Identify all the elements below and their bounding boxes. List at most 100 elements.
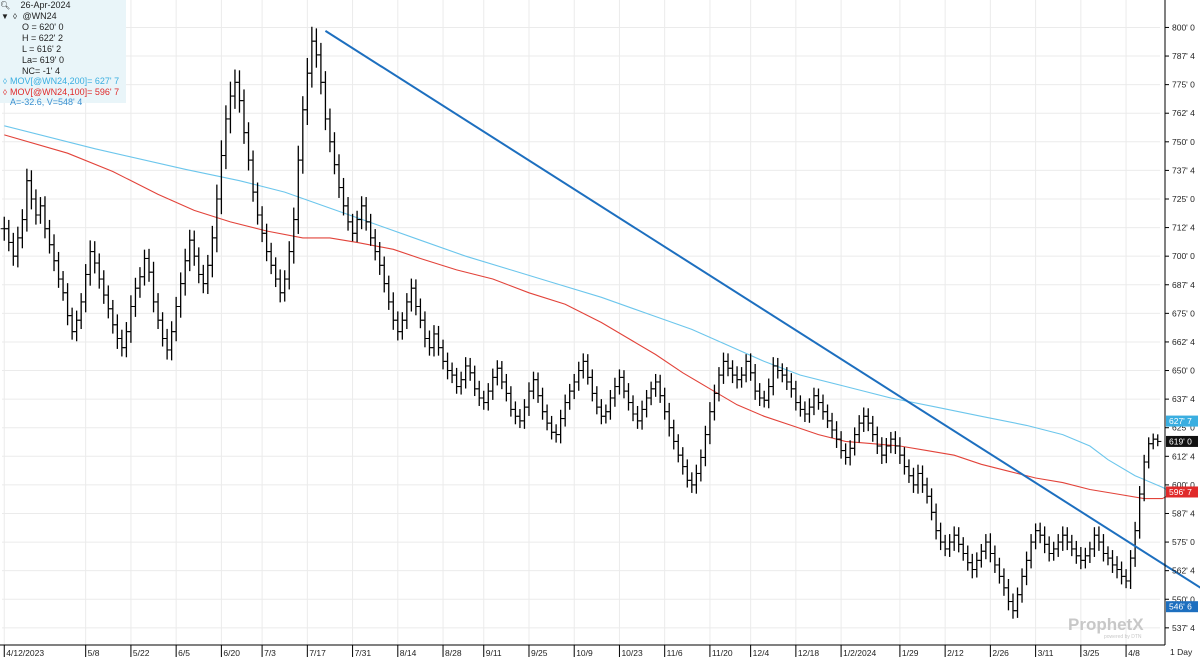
ohlc-bar-244 <box>1104 546 1112 566</box>
legend-ma100-row: ◊ MOV[@WN24,100]= 596' 7 <box>0 87 119 99</box>
ohlc-bar-138 <box>624 383 633 411</box>
ohlc-bar-101 <box>457 371 465 395</box>
ohlc-bar-21 <box>95 253 103 289</box>
ohlc-bar-20 <box>91 241 99 274</box>
ohlc-bar-235 <box>1063 527 1071 551</box>
ohlc-bar-75 <box>339 177 348 216</box>
ohlc-bar-230 <box>1041 526 1049 554</box>
grid-lines <box>2 0 1160 645</box>
time-axis[interactable]: 4/12/2023 5/8 5/22 6/5 6/20 7/3 7/17 7/31 8/14 8/… <box>0 644 1165 658</box>
ohlc-bar-4 <box>18 209 26 249</box>
ohlc-bar-245 <box>1108 550 1117 573</box>
ohlc-bar-53 <box>240 89 248 144</box>
ohlc-bar-70 <box>317 42 325 95</box>
ohlc-bar-136 <box>615 369 624 395</box>
ohlc-bar-117 <box>529 371 538 400</box>
ohlc-bar-67 <box>303 57 311 125</box>
triangle-down-icon[interactable]: ▼ <box>1 12 9 21</box>
trendline[interactable] <box>324 30 1200 607</box>
y-tick-label-6: 612' 4 <box>1172 451 1195 461</box>
ohlc-bar-98 <box>443 352 452 380</box>
ohlc-bar-52 <box>235 70 244 113</box>
legend-ma100: MOV[@WN24,100]= 596' 7 <box>10 87 120 97</box>
ohlc-bar-99 <box>448 362 456 384</box>
ohlc-bar-123 <box>557 409 565 444</box>
ohlc-bar-253 <box>1145 437 1153 469</box>
ohlc-bar-134 <box>606 389 615 420</box>
ohlc-bar-88 <box>398 312 406 340</box>
y-tick-label-15: 725' 0 <box>1172 194 1195 204</box>
y-tick-label-7: 625' 0 <box>1172 423 1195 433</box>
ohlc-bar-171 <box>774 357 782 379</box>
ohlc-bar-49 <box>222 105 230 170</box>
diamond-icon: ◊ <box>13 12 17 21</box>
ohlc-bar-51 <box>231 69 239 109</box>
ohlc-bar-194 <box>878 437 886 464</box>
ma100-series <box>4 134 1172 500</box>
ohlc-bar-38 <box>172 296 180 342</box>
ohlc-bar-50 <box>226 81 235 134</box>
diamond-icon: ◊ <box>3 88 7 97</box>
ohlc-bar-178 <box>805 398 814 423</box>
ohlc-bar-159 <box>719 352 728 384</box>
ohlc-bar-43 <box>195 247 203 284</box>
ohlc-bar-137 <box>620 370 628 399</box>
legend-low: L = 616' 2 <box>22 44 62 54</box>
ohlc-bar-10 <box>45 219 54 254</box>
ohlc-bar-186 <box>842 443 850 465</box>
ohlc-bar-113 <box>511 401 520 425</box>
ohlc-bar-78 <box>353 210 361 243</box>
x-tick-label-15: 11/20 <box>712 648 733 658</box>
ohlc-bar-89 <box>403 293 411 330</box>
ohlc-bar-118 <box>534 372 542 403</box>
y-tick-label-11: 675' 0 <box>1172 308 1195 318</box>
x-tick-label-22: 3/11 <box>1038 648 1054 658</box>
ohlc-bar-44 <box>199 264 207 294</box>
y-tick-label-13: 700' 0 <box>1172 251 1195 261</box>
trendline-segment[interactable] <box>324 30 1200 607</box>
ohlc-bar-167 <box>756 383 764 406</box>
ohlc-bar-152 <box>688 472 696 493</box>
ohlc-bar-13 <box>59 271 67 301</box>
ohlc-bar-132 <box>597 399 605 425</box>
ohlc-bar-234 <box>1059 526 1067 551</box>
x-tick-label-7: 7/31 <box>355 648 372 658</box>
y-tick-label-10: 662' 4 <box>1172 337 1195 347</box>
ohlc-bar-120 <box>543 404 551 431</box>
x-tick-label-12: 10/9 <box>576 648 593 658</box>
brand-logo: ProphetX <box>1068 615 1144 634</box>
ohlc-bar-197 <box>891 431 899 455</box>
ohlc-bar-147 <box>665 402 673 437</box>
ohlc-bar-22 <box>100 270 108 304</box>
ohlc-bar-185 <box>837 431 845 459</box>
ohlc-bar-176 <box>796 395 805 417</box>
ohlc-bar-203 <box>918 465 927 493</box>
search-icon[interactable]: 🔍︎ <box>0 1 11 10</box>
ohlc-bar-142 <box>642 389 651 418</box>
diamond-icon: ◊ <box>3 77 7 86</box>
interval-label[interactable]: 1 Day <box>1170 647 1193 657</box>
x-tick-label-11: 9/25 <box>531 648 548 658</box>
ohlc-bar-97 <box>439 339 447 370</box>
ohlc-bar-225 <box>1018 568 1026 603</box>
ohlc-bar-111 <box>502 373 510 402</box>
price-axis[interactable]: 537' 4 550' 0 562' 4 575' 0 587' 4 600' 0 612'… <box>1164 0 1195 645</box>
price-tags: 627' 7 619' 0 596' 7 546' 6 <box>1166 415 1198 613</box>
ohlc-bar-55 <box>249 150 257 202</box>
ohlc-bar-240 <box>1086 541 1094 564</box>
ohlc-bar-37 <box>168 321 176 361</box>
ohlc-bar-172 <box>778 363 786 383</box>
x-tick-label-9: 8/28 <box>445 648 462 658</box>
ohlc-bar-165 <box>747 353 755 381</box>
ohlc-bar-57 <box>258 206 266 243</box>
y-tick-label-21: 800' 0 <box>1172 22 1195 32</box>
ohlc-bar-210 <box>950 526 958 551</box>
ohlc-bar-193 <box>873 426 881 455</box>
ohlc-bar-127 <box>575 361 583 391</box>
ohlc-bar-189 <box>855 415 863 443</box>
x-tick-label-23: 3/25 <box>1083 648 1100 658</box>
ohlc-bar-236 <box>1068 534 1076 557</box>
ohlc-bar-223 <box>1009 593 1017 619</box>
